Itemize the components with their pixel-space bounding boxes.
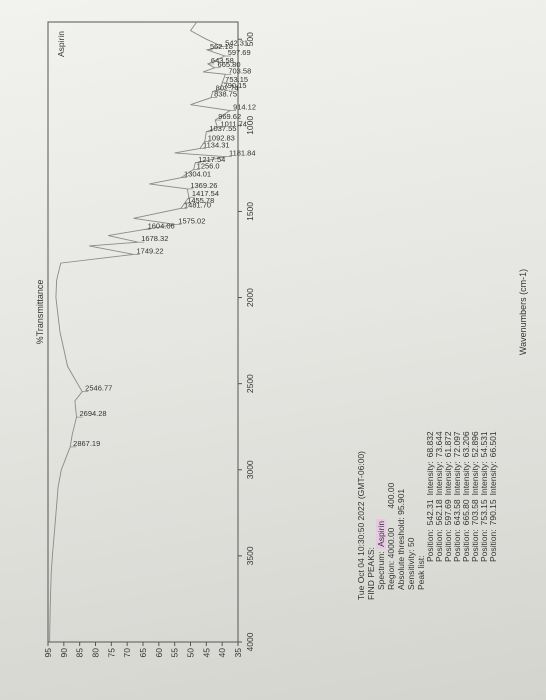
chart-ticks: 4000 3500 3000 2500 2000 1500 1000 500 95 90 85 80 7… (43, 32, 255, 658)
peak-label: 1455.78 (187, 196, 214, 205)
x-tick-label: 4000 (245, 632, 255, 651)
peak-label: 1092.83 (208, 133, 235, 142)
x-tick-label: 2500 (245, 374, 255, 393)
y-tick-label: 60 (154, 648, 164, 658)
peak-label: 1134.31 (203, 140, 230, 149)
spectrum-layer (49, 21, 232, 643)
peak-label: 914.12 (233, 103, 256, 112)
report-row-sensitivity: Sensitivity: 50 (406, 537, 416, 590)
series-label: Aspirin (56, 31, 66, 57)
peak-label: 802.74 (216, 83, 239, 92)
peak-positions: 542.31 562.18 597.69 643.58 665.80 703.58 753.… (425, 499, 498, 526)
y-tick-label: 80 (91, 648, 101, 658)
chart-axes (47, 21, 239, 643)
peak-list-cell: 66.501 (488, 431, 498, 458)
peak-label: 1749.22 (137, 246, 164, 255)
report-heading: FIND PEAKS: (366, 547, 376, 600)
x-tick-label: 3500 (245, 546, 255, 565)
y-tick-label: 65 (138, 648, 148, 658)
peak-intensities: 68.832 73.644 61.872 72.097 63.206 52.896 54.5… (425, 431, 498, 458)
report-row-threshold: Absolute threshold: 95.901 (396, 488, 406, 590)
y-tick-label: 70 (122, 648, 132, 658)
peak-position-labels: Position: Position: Position: Position: Posi… (425, 529, 498, 562)
x-tick-label: 1000 (245, 116, 255, 135)
peak-label: 1304.01 (184, 170, 211, 179)
y-tick-label: 85 (75, 648, 85, 658)
peak-label: 562.18 (210, 42, 233, 51)
x-tick-label: 2000 (245, 288, 255, 307)
peak-label: 597.69 (228, 48, 251, 57)
x-tick-label: 3000 (245, 460, 255, 479)
peak-label-layer: 2867.19 2694.28 2546.77 1749.22 1678.32 1604.… (70, 39, 256, 448)
peak-label: 1217.54 (198, 155, 225, 164)
report-row-spectrum: Spectrum: Aspirin (376, 518, 386, 590)
peak-label: 1481.70 (184, 200, 211, 209)
peak-label: 1417.54 (192, 189, 219, 198)
peak-label: 643.58 (211, 56, 234, 65)
peak-label: 1256.0 (197, 161, 220, 170)
peak-label: 1604.06 (148, 221, 175, 230)
peak-label: 2867.19 (73, 439, 100, 448)
peak-label: 665.80 (218, 60, 241, 69)
peak-list-cell: 790.15 (488, 499, 498, 526)
peak-label: 753.15 (225, 75, 248, 84)
plot-frame (47, 21, 239, 643)
peak-intensity-labels: Intensity: Intensity: Intensity: Intensity:… (425, 461, 498, 496)
peak-list-table: Position: Position: Position: Position: Posi… (425, 431, 498, 600)
peak-list-cell: Intensity: (488, 461, 498, 496)
peak-label: 1037.55 (209, 124, 236, 133)
peak-label: 2694.28 (80, 409, 107, 418)
peak-label: 1011.74 (220, 119, 247, 128)
x-tick-label: 500 (245, 32, 255, 46)
peak-label: 542.31 (225, 39, 248, 48)
x-tick-label: 1500 (245, 202, 255, 221)
find-peaks-report: Tue Oct 04 10:30:50 2022 (GMT-06:00) FIN… (356, 431, 498, 600)
y-tick-label: 55 (170, 648, 180, 658)
peak-list-cell: Position: (488, 529, 498, 562)
peak-label: 790.15 (224, 81, 247, 90)
peak-label: 1678.32 (141, 234, 168, 243)
peak-label: 838.75 (214, 90, 237, 99)
chart-title: %Transmittance (35, 280, 45, 345)
peak-label: 1181.84 (229, 149, 256, 158)
peak-label: 1369.26 (190, 181, 217, 190)
peak-label: 2546.77 (85, 384, 112, 393)
peak-label: 703.58 (228, 66, 251, 75)
y-tick-label: 40 (217, 648, 227, 658)
y-tick-label: 50 (186, 648, 196, 658)
y-tick-label: 75 (106, 648, 116, 658)
y-tick-label: 45 (201, 648, 211, 658)
y-tick-label: 95 (43, 648, 53, 658)
y-tick-label: 90 (59, 648, 69, 658)
y-tick-label: 35 (233, 648, 243, 658)
peak-label: 969.62 (218, 112, 241, 121)
spectrum-line (49, 21, 232, 643)
spectrum-name: Aspirin (376, 518, 386, 549)
peak-label: 1575.02 (178, 216, 205, 225)
report-timestamp: Tue Oct 04 10:30:50 2022 (GMT-06:00) (356, 451, 366, 600)
report-row-region: Region: 4000.00 400.00 (386, 482, 396, 590)
x-axis-label: Wavenumbers (cm-1) (518, 269, 528, 355)
